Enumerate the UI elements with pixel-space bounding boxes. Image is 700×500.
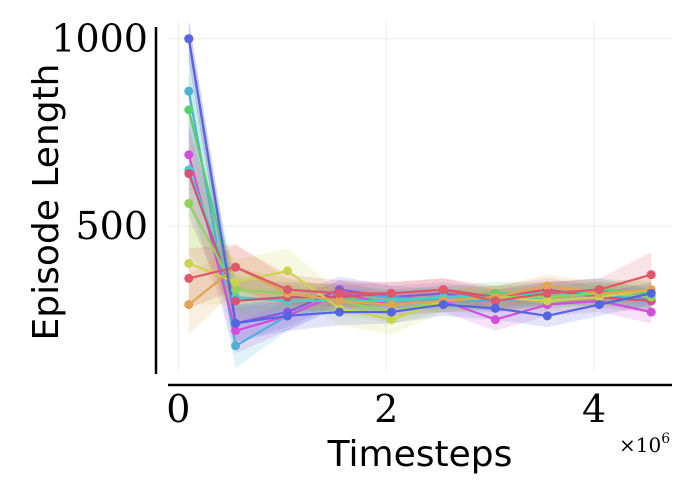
series-7-point	[231, 277, 241, 287]
series-8-point	[184, 300, 194, 310]
tick-labels: 0 2 4 500 1000	[51, 17, 606, 431]
series-10-point	[542, 311, 552, 321]
series-7-point	[542, 296, 552, 306]
x-multiplier-base: ×10	[619, 433, 661, 457]
series-9-point	[184, 273, 194, 283]
series-10-line	[187, 38, 652, 325]
confidence-bands	[188, 20, 652, 369]
series-9-point	[594, 285, 604, 295]
series-10-point	[184, 34, 194, 44]
series-10-point	[490, 303, 500, 313]
series-10-band	[188, 20, 652, 343]
y-axis-title: Episode Length	[26, 64, 67, 341]
series-points	[184, 34, 656, 351]
series-6-band	[188, 154, 652, 324]
x-tick-label: 2	[374, 387, 398, 431]
series-10-point	[438, 300, 448, 310]
series-0-band	[188, 20, 652, 343]
series-5-point	[231, 296, 241, 306]
series-8-point	[386, 300, 396, 310]
series-9-point	[334, 288, 344, 298]
series-7-point	[184, 258, 194, 268]
series-6-point	[231, 285, 241, 295]
series-8-line	[188, 266, 652, 306]
series-3-point	[490, 315, 500, 325]
series-9-point	[283, 285, 293, 295]
series-10-point	[283, 311, 293, 321]
series-10-point	[386, 307, 396, 317]
series-9-point	[438, 285, 448, 295]
series-9-point	[231, 262, 241, 272]
series-5-point	[184, 169, 194, 179]
series-9-point	[386, 288, 396, 298]
series-7-band	[188, 222, 652, 335]
series-8-point	[542, 281, 552, 291]
series-1-point	[231, 341, 241, 351]
x-tick-label: 0	[166, 387, 190, 431]
series-10-point	[594, 300, 604, 310]
series-3-point	[231, 326, 241, 336]
series-10-point	[646, 288, 656, 298]
series-7-point	[283, 266, 293, 276]
series-7-point	[386, 315, 396, 325]
series-2-point	[184, 105, 194, 115]
series-7-line	[188, 262, 652, 321]
series-9-point	[542, 288, 552, 298]
y-tick-label: 1000	[51, 17, 148, 61]
series-3-point	[184, 150, 194, 160]
series-6-line	[187, 202, 652, 314]
series-10-point	[231, 318, 241, 328]
x-multiplier-exponent: 6	[661, 431, 670, 447]
x-tick-label: 4	[582, 387, 606, 431]
series-9-line	[188, 266, 652, 302]
x-axis-multiplier: ×106	[619, 431, 670, 457]
series-9-point	[646, 270, 656, 280]
series-1-point	[184, 86, 194, 96]
series-9-point	[490, 296, 500, 306]
x-axis-title: Timesteps	[327, 434, 513, 475]
y-tick-label: 500	[75, 204, 148, 248]
series-8-point	[334, 296, 344, 306]
series-10-point	[334, 307, 344, 317]
series-6-point	[184, 198, 194, 208]
series-lines	[187, 38, 652, 347]
grid	[168, 20, 672, 372]
series-3-point	[646, 307, 656, 317]
